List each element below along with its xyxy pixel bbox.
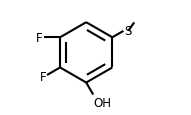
- Text: F: F: [36, 32, 43, 44]
- Text: OH: OH: [94, 96, 112, 109]
- Text: F: F: [40, 70, 46, 83]
- Text: S: S: [124, 25, 131, 38]
